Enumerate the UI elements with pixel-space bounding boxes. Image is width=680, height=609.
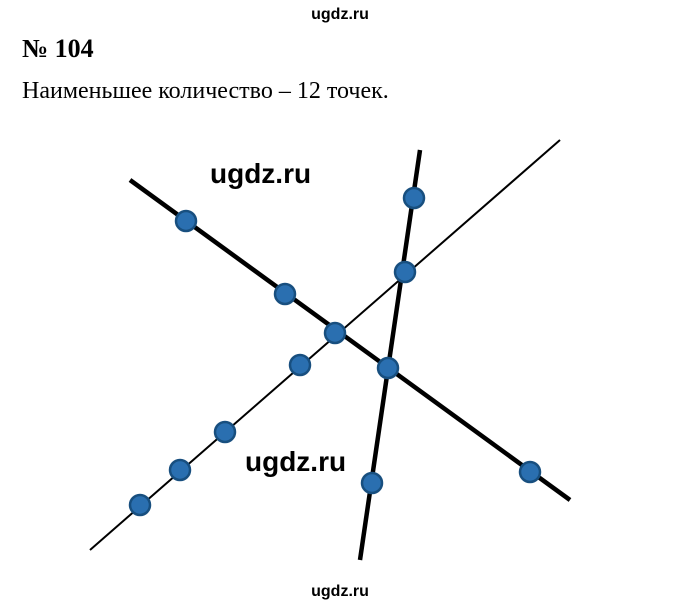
diagram-point-6 xyxy=(176,211,196,231)
diagram-point-9 xyxy=(520,462,540,482)
problem-number: № 104 xyxy=(22,34,94,64)
watermark-overlay-2: ugdz.ru xyxy=(245,446,346,478)
geometry-diagram xyxy=(60,130,600,570)
diagram-svg xyxy=(60,130,600,570)
diagram-point-8 xyxy=(378,358,398,378)
watermark-header: ugdz.ru xyxy=(311,6,369,24)
diagram-point-1 xyxy=(170,460,190,480)
diagram-point-11 xyxy=(362,473,382,493)
diagram-point-10 xyxy=(404,188,424,208)
diagram-point-5 xyxy=(395,262,415,282)
watermark-footer: ugdz.ru xyxy=(311,583,369,601)
problem-text: Наименьшее количество – 12 точек. xyxy=(22,78,389,105)
diagram-point-3 xyxy=(290,355,310,375)
diagram-point-0 xyxy=(130,495,150,515)
diagram-point-2 xyxy=(215,422,235,442)
diagram-point-4 xyxy=(325,323,345,343)
diagram-point-7 xyxy=(275,284,295,304)
watermark-overlay-1: ugdz.ru xyxy=(210,158,311,190)
